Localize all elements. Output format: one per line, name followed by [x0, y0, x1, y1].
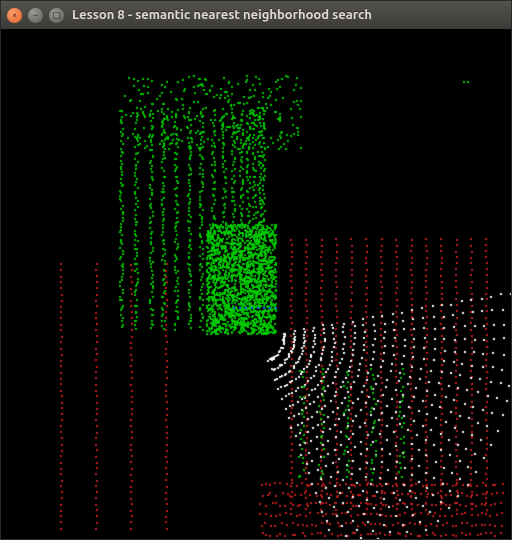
- pointcloud-canvas[interactable]: [1, 29, 511, 539]
- close-icon[interactable]: ×: [7, 8, 22, 23]
- window-title: Lesson 8 - semantic nearest neighborhood…: [72, 8, 372, 22]
- viewport[interactable]: [1, 29, 511, 539]
- app-window: × – □ Lesson 8 - semantic nearest neighb…: [0, 0, 512, 540]
- window-buttons: × – □: [7, 8, 64, 23]
- maximize-icon[interactable]: □: [49, 8, 64, 23]
- minimize-icon[interactable]: –: [28, 8, 43, 23]
- titlebar[interactable]: × – □ Lesson 8 - semantic nearest neighb…: [1, 1, 511, 29]
